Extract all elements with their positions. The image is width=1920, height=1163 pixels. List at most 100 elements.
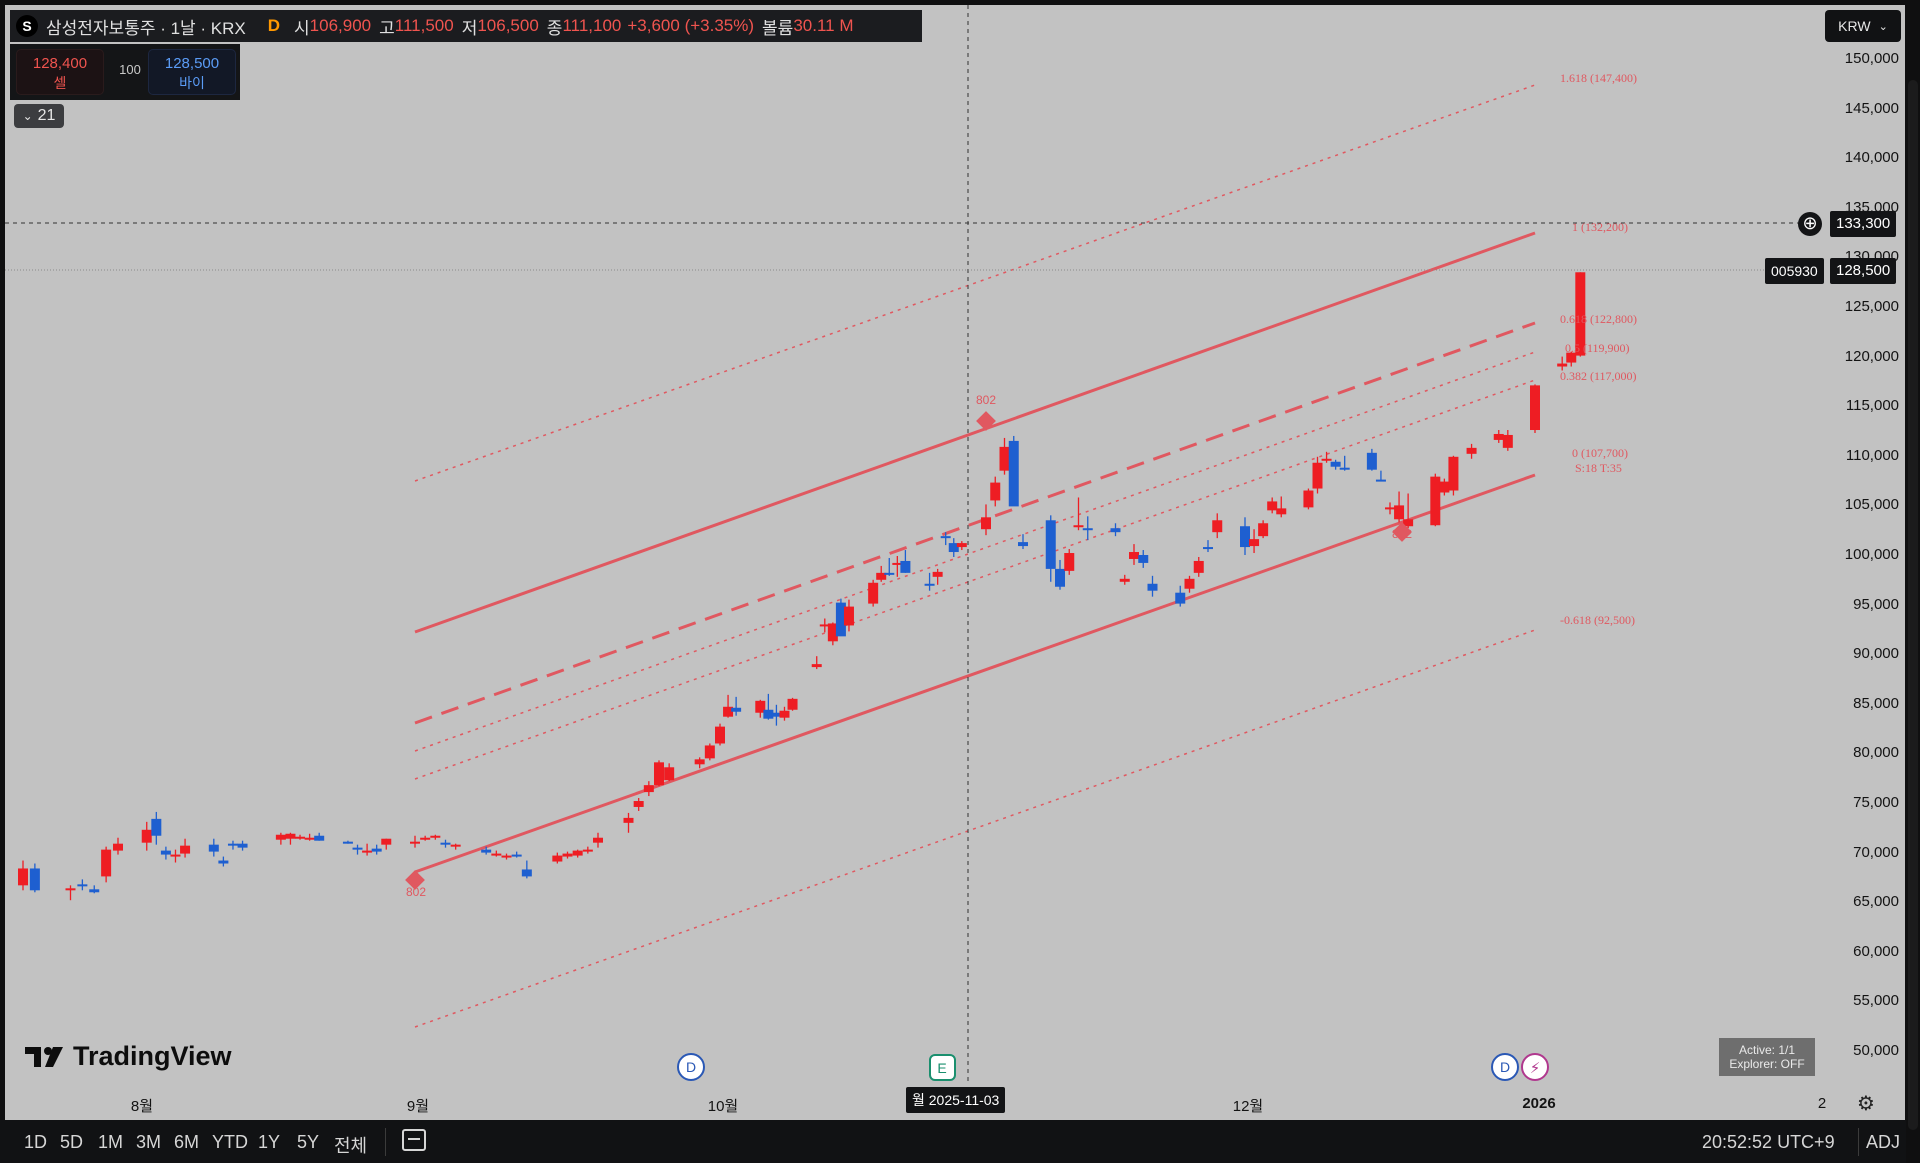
timeframe-7[interactable]: 5Y	[297, 1132, 320, 1152]
chart-settings-gear-icon[interactable]: ⚙	[1857, 1093, 1875, 1115]
candle-body	[623, 817, 634, 823]
candle-body	[948, 543, 959, 553]
point-label-1: 802	[406, 885, 426, 899]
goto-date-icon[interactable]	[402, 1129, 426, 1151]
price-tick-label: 60,000	[1853, 942, 1899, 960]
candle-body	[1430, 476, 1441, 526]
price-tick-label: 120,000	[1844, 347, 1899, 365]
time-tick-label: 10월	[707, 1098, 739, 1115]
ticker-code-tag: 005930	[1765, 258, 1824, 284]
timeframe-6[interactable]: 1Y	[258, 1132, 281, 1152]
anchor-point-3[interactable]	[1392, 522, 1412, 542]
symbol-legend[interactable]: S 삼성전자보통주 · 1날 · KRX D 시 106,900 고 111,500…	[10, 10, 922, 42]
candle-body	[835, 602, 846, 637]
candle-body	[990, 482, 1001, 501]
price-tick-label: 125,000	[1844, 298, 1899, 315]
open-label: 시	[294, 18, 310, 38]
point-label-3: 802	[1392, 527, 1412, 541]
add-alert-icon[interactable]: ⊕	[1798, 212, 1822, 236]
candle-body	[827, 623, 838, 642]
close-value: 111,100	[562, 16, 622, 35]
candle-body	[1008, 440, 1019, 507]
candle-body	[160, 850, 171, 855]
price-tick-label: 70,000	[1853, 843, 1899, 861]
sell-button[interactable]: 128,400 셀	[16, 49, 104, 95]
price-tick-label: 100,000	[1844, 546, 1899, 563]
candle-body	[779, 710, 790, 718]
price-axis[interactable]: 150,000 145,000 140,000 135,000 130,000 125,0…	[1800, 5, 1905, 1120]
fib-channel-drawing[interactable]	[414, 84, 1536, 1028]
chart-area[interactable]: 802 802 802 1.618 (147,400) 1 (132,200) …	[5, 5, 1905, 1120]
price-chart[interactable]: 802 802 802 1.618 (147,400) 1 (132,200) …	[5, 5, 1905, 1120]
crosshair	[5, 5, 1800, 1083]
time-tick-label: 8월	[130, 1098, 154, 1115]
sell-label: 셀	[53, 75, 67, 91]
candle-body	[89, 889, 100, 893]
candle-body	[892, 562, 903, 565]
sell-price: 128,400	[32, 55, 88, 72]
scrollbar-thumb[interactable]	[1908, 80, 1918, 1130]
candle-body	[180, 845, 191, 854]
timeframe-1[interactable]: 5D	[60, 1132, 84, 1152]
candle-body	[811, 664, 822, 668]
candle-body	[1366, 452, 1377, 470]
price-tick-label: 150,000	[1844, 50, 1899, 67]
candle-body	[1203, 547, 1213, 550]
currency-label: KRW	[1838, 18, 1871, 34]
time-axis[interactable]: 8월 9월 10월 12월 2026 2 ⚙	[5, 1083, 1875, 1120]
candle-body	[1448, 456, 1459, 491]
anchor-point-2[interactable]	[976, 411, 996, 431]
candle-body	[731, 707, 742, 712]
clock-display[interactable]: 20:52:52 UTC+9	[1702, 1132, 1835, 1152]
change-value: +3,600 (+3.35%)	[627, 16, 755, 35]
explorer-status-box[interactable]: Active: 1/1 Explorer: OFF	[1719, 1038, 1815, 1076]
candle-body	[18, 868, 28, 886]
dividend-event-icon-2[interactable]	[1491, 1053, 1519, 1081]
buy-button[interactable]: 128,500 바이	[148, 49, 236, 95]
candle-body	[999, 446, 1010, 471]
timeframe-0[interactable]: 1D	[24, 1132, 48, 1152]
candle-body	[501, 855, 512, 858]
channel-lower-line[interactable]	[414, 473, 1536, 874]
symbol-title[interactable]: 삼성전자보통주 · 1날 · KRX	[46, 18, 246, 38]
candle-body	[227, 843, 238, 846]
candle-body	[1385, 507, 1395, 510]
timeframe-5[interactable]: YTD	[212, 1132, 248, 1152]
candle-body	[1129, 552, 1139, 559]
candle-body	[430, 835, 441, 838]
candle-body	[1530, 385, 1540, 431]
chevron-down-icon: ⌄	[22, 109, 33, 123]
candle-body	[420, 837, 431, 840]
candle-body	[342, 841, 353, 844]
candle-body	[151, 818, 162, 836]
timeframe-3[interactable]: 3M	[136, 1132, 162, 1152]
candle-body	[141, 829, 152, 843]
candle-body	[77, 884, 88, 887]
channel-upper-line[interactable]	[414, 231, 1536, 634]
timeframe-2[interactable]: 1M	[98, 1132, 124, 1152]
candle-body	[1394, 505, 1405, 520]
candle-body	[362, 850, 373, 853]
earnings-event-icon[interactable]	[929, 1054, 956, 1081]
anchor-point-1[interactable]	[405, 870, 425, 890]
timeframe-4[interactable]: 6M	[174, 1132, 200, 1152]
candle-body	[237, 843, 248, 848]
currency-dropdown[interactable]: KRW ⌄	[1825, 10, 1901, 42]
channel-anchor-points[interactable]: 802 802 802	[405, 393, 1412, 899]
candle-body	[572, 850, 583, 856]
point-label-2: 802	[976, 393, 996, 407]
candle-body	[643, 785, 654, 793]
timeframe-8[interactable]: 전체	[334, 1136, 368, 1156]
order-quantity[interactable]: 100	[119, 62, 141, 77]
adjust-toggle[interactable]: ADJ	[1866, 1132, 1901, 1152]
event-label-d1: D	[686, 1059, 696, 1075]
candle-body	[1557, 363, 1568, 367]
fib-label-1618: 1.618 (147,400)	[1560, 71, 1637, 85]
candle-body	[940, 536, 951, 539]
candle-body	[868, 582, 879, 604]
dividend-event-icon[interactable]	[677, 1053, 705, 1081]
indicators-collapse-button[interactable]: ⌄ 21	[14, 104, 64, 128]
candle-body	[1064, 553, 1075, 571]
candle-body	[755, 700, 766, 713]
split-event-icon[interactable]	[1521, 1053, 1549, 1081]
